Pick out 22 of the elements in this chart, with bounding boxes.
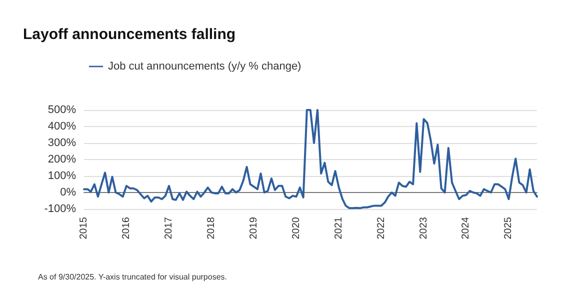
text: As of 9/30/2025. Y-axis truncated for visual purposes. [38,272,228,282]
x-tick-label: 2016 [120,216,132,240]
y-tick-label: 300% [48,137,76,149]
x-tick-label: 2023 [418,216,430,240]
y-tick-label: 400% [48,120,76,132]
chart-title: Layoff announcements falling [23,26,236,43]
x-tick-label: 2015 [78,216,90,240]
line-series [83,109,538,210]
x-tick-label: 2017 [163,216,174,240]
y-tick-label: 500% [48,104,76,116]
y-tick-label: 200% [48,154,76,166]
y-tick-label: 100% [48,170,76,182]
x-tick-label: 2024 [460,216,472,240]
x-tick-label: 2025 [503,216,514,240]
x-tick-label: 2022 [376,216,387,240]
x-tick-label: 2021 [333,216,344,240]
x-tick-label: 2019 [248,216,260,240]
y-tick-label: 0% [60,186,76,198]
legend-label: Job cut announcements (y/y % change) [108,60,302,72]
x-tick-label: 2020 [290,216,302,240]
x-tick-label: 2018 [206,216,217,240]
y-tick-label: -100% [44,203,76,215]
